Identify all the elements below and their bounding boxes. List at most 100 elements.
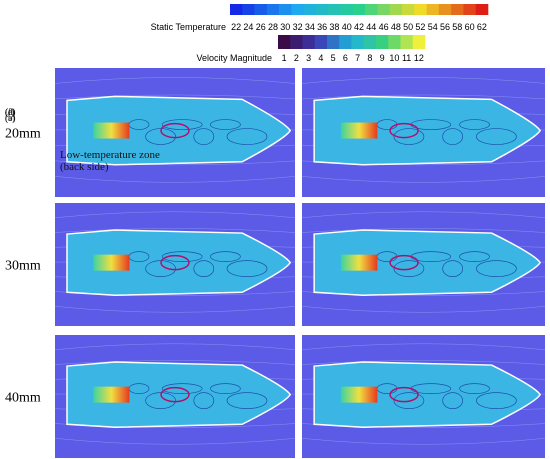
colorbar-tick-label: 10 xyxy=(389,53,399,63)
colorbar-tick-label: 7 xyxy=(355,53,360,63)
heater xyxy=(93,386,130,403)
vortex xyxy=(193,128,215,145)
streamline xyxy=(54,306,296,313)
vortex xyxy=(210,383,241,395)
heater xyxy=(93,122,130,139)
colorbar-cell xyxy=(377,4,391,15)
heater xyxy=(340,122,378,139)
colorbar-tick-label: 2 xyxy=(294,53,299,63)
hull xyxy=(313,361,542,429)
colorbar-cell xyxy=(242,4,255,15)
colorbar-cell xyxy=(475,4,489,15)
colorbar-cell xyxy=(414,4,427,15)
hot-spot xyxy=(160,122,190,139)
colorbar-cell xyxy=(340,4,354,15)
streamline xyxy=(301,306,546,313)
vortex xyxy=(476,260,517,278)
colorbar-title: Velocity Magnitude xyxy=(196,53,272,63)
colorbar-tick-label: 3 xyxy=(306,53,311,63)
streamline xyxy=(301,94,546,100)
colorbar-cell xyxy=(352,4,366,15)
colorbar-cell xyxy=(290,35,303,49)
colorbar-tick-label: 38 xyxy=(329,22,339,32)
panel xyxy=(301,335,546,458)
vortex xyxy=(393,392,425,410)
panel-label: (e) xyxy=(5,107,15,117)
colorbar-cell xyxy=(291,4,305,15)
hull xyxy=(313,229,542,297)
vortex xyxy=(193,260,215,278)
heater xyxy=(340,254,378,271)
colorbar-cell xyxy=(303,4,317,15)
vortex xyxy=(145,128,176,145)
streamline xyxy=(54,176,296,183)
colorbar-cell xyxy=(316,4,329,15)
colorbar-tick-label: 56 xyxy=(440,22,450,32)
colorbar-cell xyxy=(266,4,280,15)
colorbar-tick-label: 26 xyxy=(256,22,266,32)
panel xyxy=(301,68,546,197)
colorbar-cell xyxy=(351,35,365,49)
colorbar-cell xyxy=(278,35,291,49)
streamline xyxy=(54,228,296,233)
streamline xyxy=(301,77,546,84)
vortex xyxy=(161,251,203,263)
vortex xyxy=(476,128,517,145)
heater xyxy=(340,386,378,403)
colorbar-cell xyxy=(388,35,401,49)
vortex xyxy=(145,392,176,410)
streamline xyxy=(301,343,546,351)
streamline xyxy=(301,360,546,365)
colorbar-tick-label: 4 xyxy=(318,53,323,63)
colorbar-cell xyxy=(426,4,440,15)
colorbar-tick-label: 46 xyxy=(379,22,389,32)
panel-label: (a) xyxy=(5,113,15,123)
hull xyxy=(66,361,292,429)
colorbar-title: Static Temperature xyxy=(151,22,226,32)
panel-label: (f) xyxy=(5,107,14,117)
streamline xyxy=(54,211,296,219)
colorbar-cell xyxy=(463,4,477,15)
colorbar-tick-label: 32 xyxy=(293,22,303,32)
vortex xyxy=(161,383,203,395)
panel xyxy=(301,203,546,326)
streamline xyxy=(54,360,296,365)
colorbar-tick-label: 50 xyxy=(403,22,413,32)
panel-label: (b) xyxy=(5,113,16,123)
hot-spot xyxy=(389,386,419,403)
vortex xyxy=(226,392,268,410)
colorbar-tick-label: 28 xyxy=(268,22,278,32)
colorbar-cell xyxy=(363,35,377,49)
panel-label: (d) xyxy=(5,107,16,117)
colorbar-cell xyxy=(365,4,378,15)
colorbar-tick-label: 60 xyxy=(465,22,475,32)
vortex xyxy=(226,260,268,278)
colorbar-tick-label: 48 xyxy=(391,22,401,32)
colorbar-cell xyxy=(327,35,340,49)
colorbar-cell xyxy=(376,35,389,49)
vortex xyxy=(459,119,490,130)
vortex xyxy=(145,260,176,278)
colorbar-cell xyxy=(438,4,452,15)
colorbar-tick-label: 44 xyxy=(366,22,376,32)
colorbar-tick-label: 1 xyxy=(282,53,287,63)
vortex xyxy=(393,128,425,145)
row-label: 20mm xyxy=(5,127,41,142)
colorbar-tick-label: 9 xyxy=(380,53,385,63)
vortex xyxy=(459,383,490,395)
colorbar-tick-label: 40 xyxy=(342,22,352,32)
colorbar-tick-label: 52 xyxy=(415,22,425,32)
colorbar-cell xyxy=(451,4,464,15)
vortex xyxy=(442,128,464,145)
colorbar-tick-label: 22 xyxy=(231,22,241,32)
colorbar-tick-label: 6 xyxy=(343,53,348,63)
streamline xyxy=(301,211,546,219)
streamline xyxy=(301,438,546,445)
annotation: (back side) xyxy=(60,161,109,173)
colorbar-cell xyxy=(302,35,316,49)
streamline xyxy=(54,94,296,100)
colorbar-tick-label: 8 xyxy=(367,53,372,63)
colorbar-tick-label: 5 xyxy=(331,53,336,63)
colorbar-cell xyxy=(328,4,341,15)
